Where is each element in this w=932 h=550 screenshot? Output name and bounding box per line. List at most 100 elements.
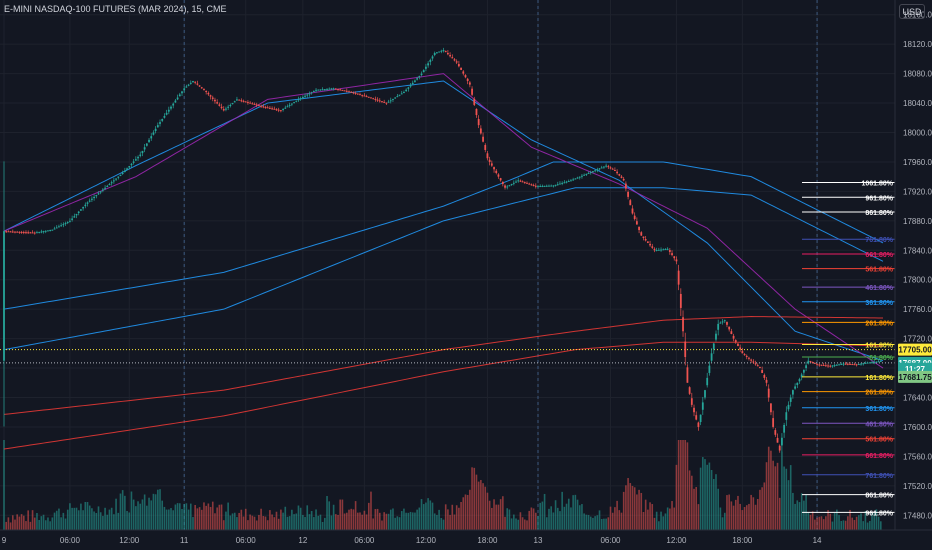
candle-body <box>565 181 568 183</box>
volume-bar <box>550 506 552 530</box>
candle-body <box>640 232 643 236</box>
volume-bar <box>464 494 467 530</box>
fibonacci-extension[interactable]: 1061.80% 961.80% 861.80% 761.80% 661.80% 561.… <box>802 181 895 518</box>
candle-body <box>504 185 506 188</box>
candle-body <box>216 102 219 104</box>
volume-bar <box>695 487 698 530</box>
fib-level-label: 461.80% <box>865 285 893 292</box>
volume-bar <box>187 509 190 530</box>
candle-body <box>378 100 381 102</box>
volume-bar <box>534 512 537 530</box>
volume-bar <box>831 521 834 530</box>
time-axis[interactable]: 9 06:00 12:00 11 06:00 12 06:00 12:00 18:00 13 06:… <box>2 536 822 545</box>
volume-bar <box>662 516 665 530</box>
volume-bar <box>143 494 146 530</box>
volume-bar <box>372 518 374 530</box>
candle-body <box>249 102 252 104</box>
candle-body <box>471 88 473 95</box>
volume-bar <box>82 510 84 530</box>
candle-body <box>225 108 227 110</box>
fib-level-label: 861.80% <box>865 210 893 217</box>
price-tick-label: 17480.00 <box>903 511 932 520</box>
candle-body <box>328 88 331 90</box>
volume-bar <box>458 507 460 530</box>
candle-body <box>490 163 493 166</box>
volume-bar <box>644 499 647 530</box>
candle-body <box>170 106 172 109</box>
volume-bar <box>159 489 161 530</box>
candle-body <box>172 103 175 106</box>
volume-bar <box>484 486 487 530</box>
price-tick-label: 17600.00 <box>903 423 932 432</box>
candle-body <box>787 404 790 410</box>
volume-bar <box>710 469 713 530</box>
volume-bar <box>16 514 18 530</box>
fib-level-label: 861.80% <box>865 493 893 500</box>
volume-bar <box>220 504 223 530</box>
candle-body <box>438 51 441 53</box>
candle-body <box>115 178 117 180</box>
volume-bar <box>93 511 95 530</box>
candle-body <box>581 175 583 177</box>
fib-level-label: 661.80% <box>865 252 893 259</box>
volume-bar <box>383 512 385 530</box>
fib-level-label: 761.80% <box>865 473 893 480</box>
volume-bar <box>849 509 851 530</box>
volume-bar <box>310 511 313 530</box>
candle-body <box>622 178 625 181</box>
candle-body <box>126 168 128 170</box>
volume-bar <box>691 475 693 530</box>
price-axis[interactable]: 18160.00 18120.00 18080.00 18040.00 18000.00… <box>903 11 932 521</box>
candle-body <box>851 364 854 366</box>
candle-body <box>277 109 280 111</box>
candle-body <box>715 333 717 340</box>
volume-bar <box>728 494 730 530</box>
candle-body <box>813 362 816 364</box>
candle-body <box>730 331 733 335</box>
volume-bar <box>266 520 269 530</box>
volume-bar <box>306 505 309 530</box>
volume-bar <box>598 510 601 530</box>
volume-bar <box>84 501 87 530</box>
candle-body <box>451 57 454 59</box>
volume-bar <box>240 509 243 530</box>
candle-body <box>409 85 412 87</box>
volume-bar <box>717 488 719 530</box>
candle-body <box>802 369 805 373</box>
volume-bar <box>524 519 526 530</box>
volume-bar <box>521 517 524 530</box>
volume-bar <box>552 512 555 530</box>
volume-bar <box>578 505 581 530</box>
volume-bar <box>315 509 317 530</box>
candle-body <box>152 132 155 135</box>
time-tick-label: 14 <box>813 536 822 545</box>
volume-bar <box>273 517 276 530</box>
volume-bar <box>869 521 871 530</box>
price-tick-label: 17920.00 <box>903 187 932 196</box>
candle-body <box>42 231 45 233</box>
volume-bar <box>739 503 741 530</box>
volume-bar <box>330 515 333 530</box>
candle-body <box>510 184 513 186</box>
volume-bar <box>157 489 159 530</box>
volume-bar <box>179 503 181 530</box>
candle-body <box>290 103 293 105</box>
currency-button[interactable]: USD <box>899 4 925 19</box>
volume-bar <box>104 507 106 530</box>
candle-body <box>77 211 80 214</box>
volume-bar <box>655 511 658 530</box>
volume-bar <box>875 509 878 530</box>
volume-bar <box>847 516 849 530</box>
candle-body <box>359 94 361 96</box>
candle-body <box>242 100 245 102</box>
candle-body <box>871 362 873 364</box>
candle-body <box>345 90 348 92</box>
candle-body <box>36 232 38 234</box>
candle-body <box>374 98 377 100</box>
candle-body <box>58 226 60 228</box>
volume-bar <box>108 509 111 530</box>
candle-body <box>710 353 713 361</box>
candle-body <box>218 104 221 106</box>
